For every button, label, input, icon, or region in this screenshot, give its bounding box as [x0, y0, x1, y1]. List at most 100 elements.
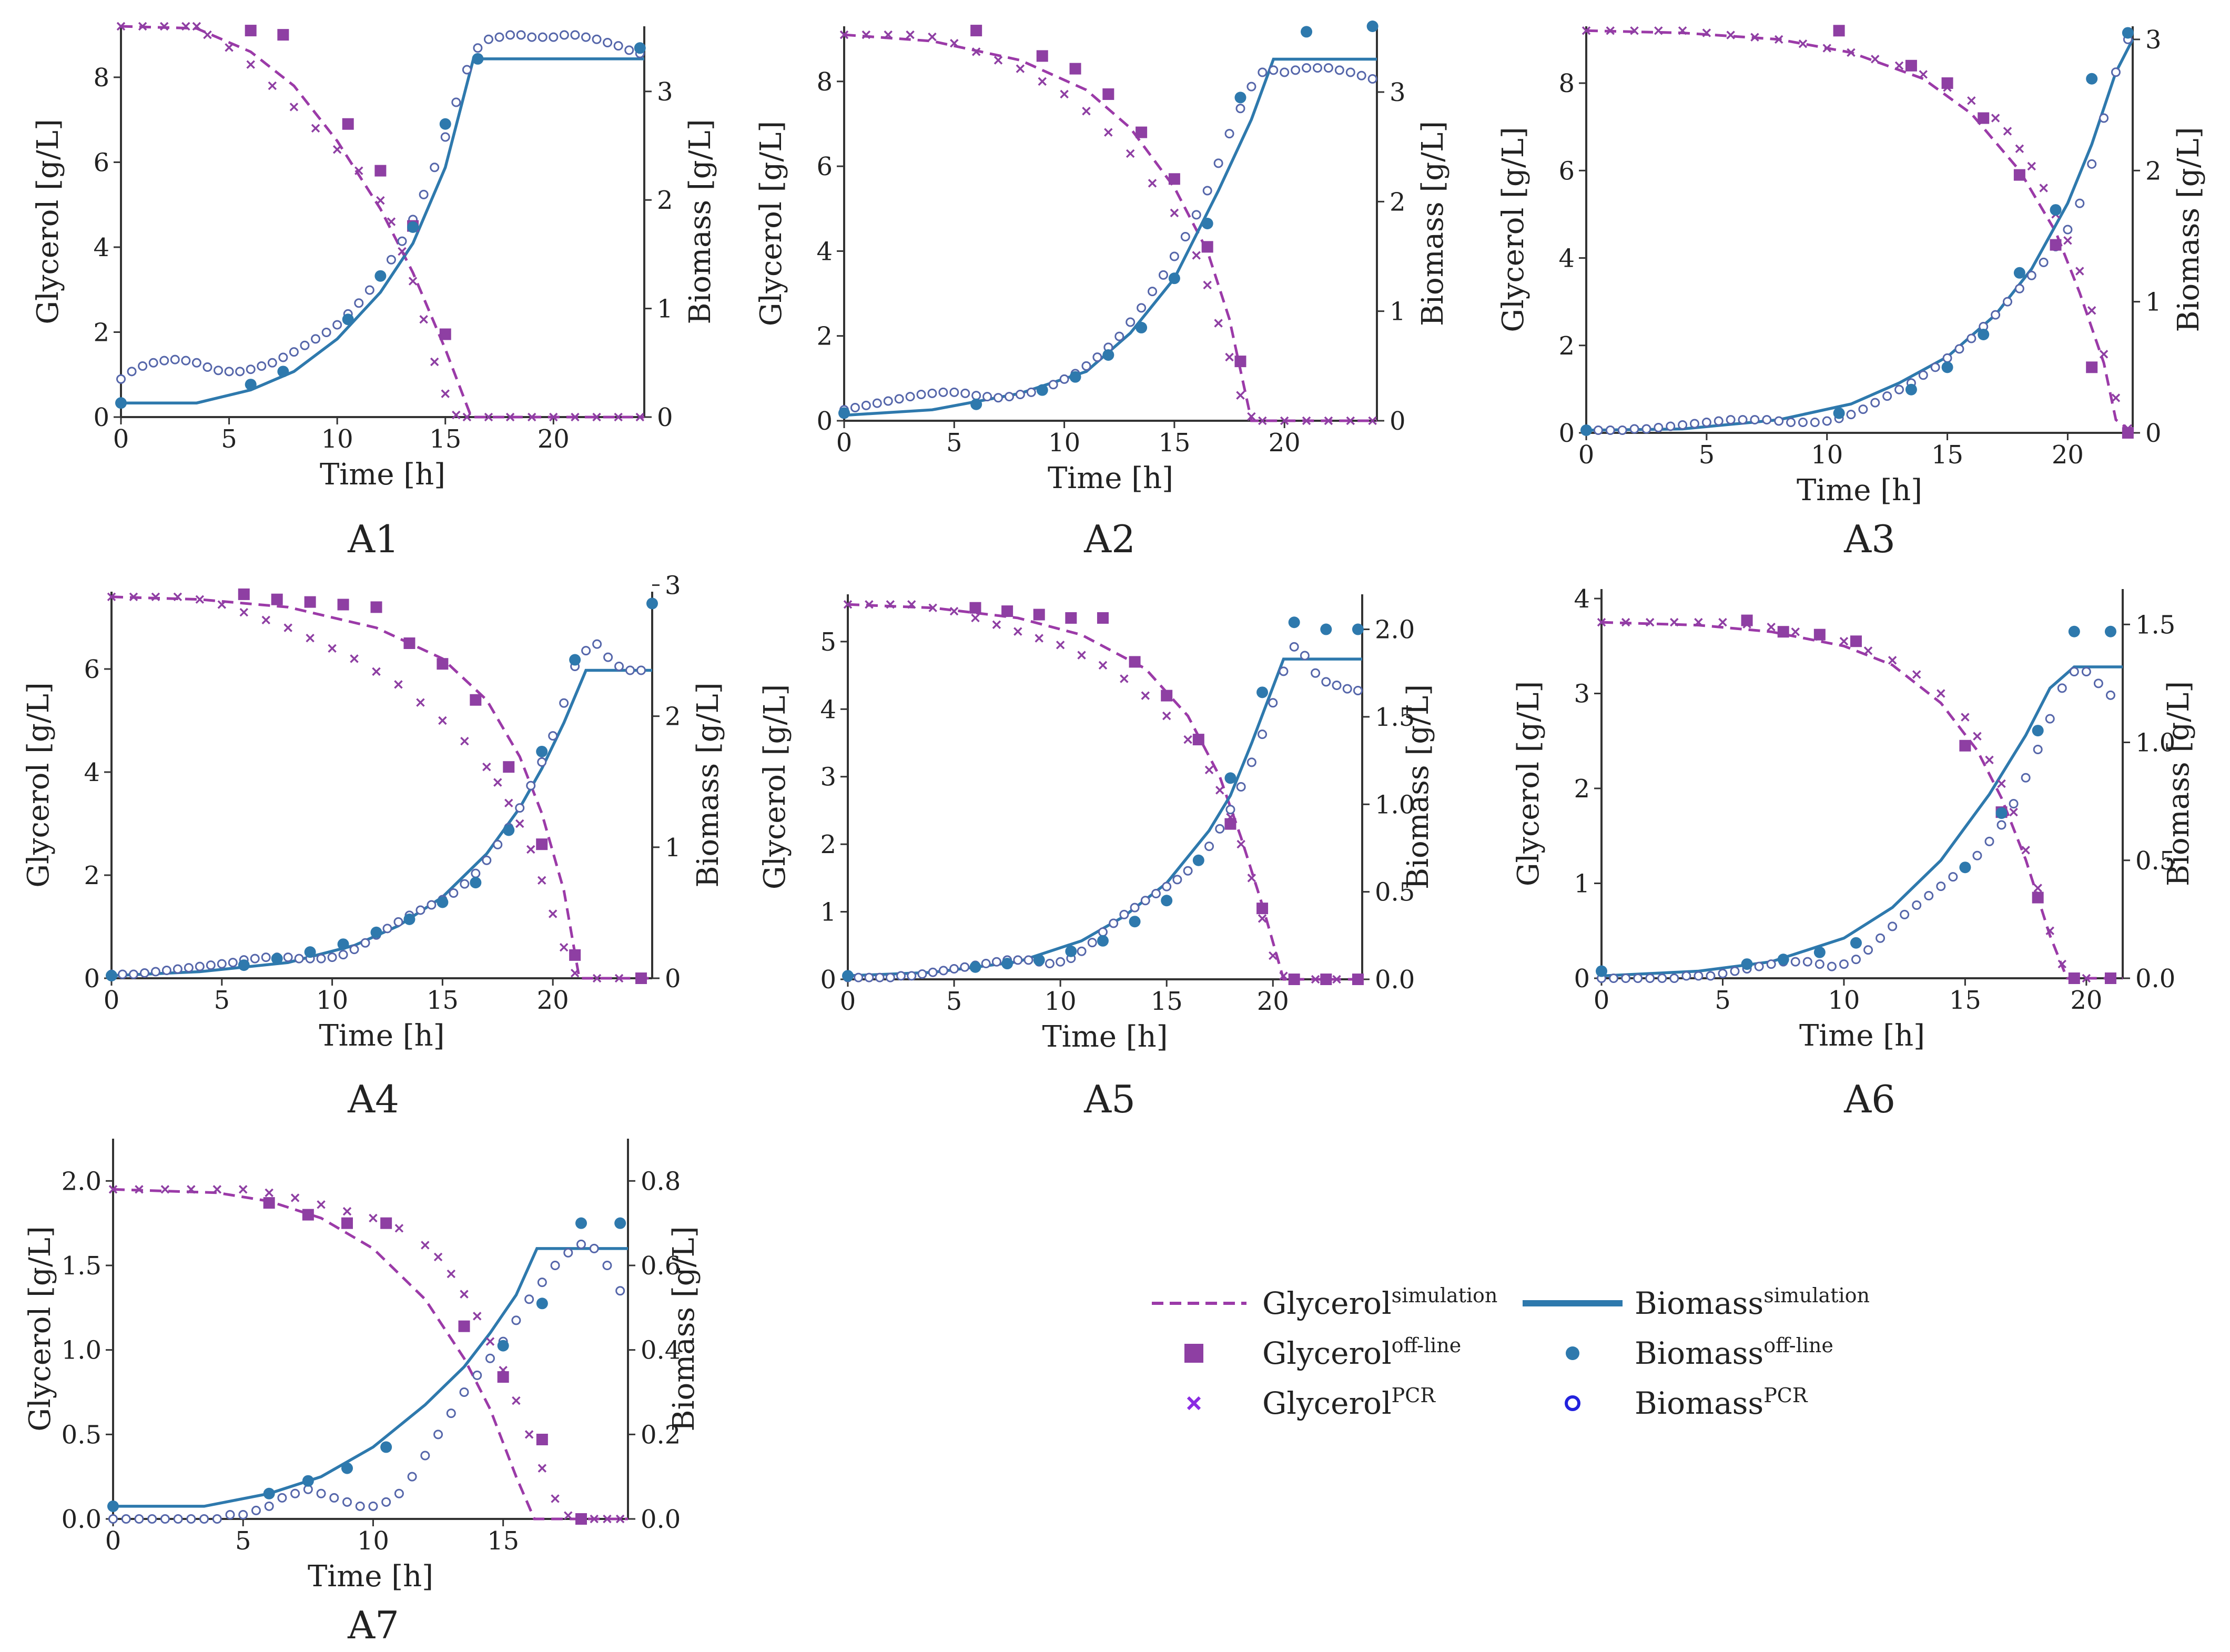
panel-title: A1 [347, 517, 399, 561]
glycerol-pcr-point [387, 217, 396, 226]
biomass-pcr-point [186, 1514, 196, 1524]
biomass-pcr-point [505, 30, 515, 40]
biomass-offline-point [1097, 935, 1109, 947]
glycerol-pcr-point [614, 412, 623, 422]
biomass-pcr-point [1311, 668, 1321, 678]
biomass-pcr-point [1798, 418, 1808, 428]
glycerol-pcr-point [159, 22, 169, 31]
biomass-pcr-point [2039, 257, 2049, 267]
y2-tick-label: 1 [657, 295, 673, 324]
y-tick-label: 3 [1574, 680, 1590, 709]
glycerol-pcr-point [350, 654, 359, 663]
biomass-pcr-point [894, 394, 904, 404]
y2-tick-label: 3 [1390, 78, 1406, 107]
biomass-pcr-point [316, 954, 326, 964]
biomass-pcr-point [1114, 331, 1124, 341]
biomass-pcr-point [1936, 881, 1946, 891]
x-tick-label: 0 [1578, 440, 1595, 470]
biomass-pcr-point [1158, 270, 1168, 280]
glycerol-pcr-point [1718, 617, 1727, 627]
biomass-pcr-point [1851, 955, 1861, 965]
biomass-offline-point [245, 379, 257, 391]
biomass-pcr-point [991, 957, 1001, 967]
glycerol-offline-point [238, 588, 250, 600]
legend-item-glycerol-sim: Glycerolsimulation [1152, 1284, 1497, 1321]
glycerol-pcr-point [906, 30, 915, 39]
glycerol-offline-point [2050, 239, 2062, 251]
biomass-pcr-point [195, 961, 205, 971]
biomass-pcr-point [1130, 903, 1140, 913]
biomass-pcr-point [927, 388, 937, 398]
glycerol-pcr-point [1214, 319, 1223, 328]
biomass-pcr-point [128, 969, 138, 979]
y-tick-label: 1.0 [62, 1336, 102, 1365]
biomass-offline-point [1959, 862, 1971, 874]
glycerol-pcr-point [559, 942, 569, 952]
y2-tick-label: 1 [1390, 297, 1406, 327]
biomass-pcr-point [592, 639, 602, 649]
biomass-pcr-point [1246, 757, 1256, 767]
glycerol-pcr-point [1937, 689, 1945, 698]
biomass-pcr-point [181, 356, 191, 366]
biomass-pcr-point [563, 1248, 573, 1258]
legend-label-base: Biomass [1635, 1385, 1763, 1421]
biomass-offline-point [437, 896, 449, 908]
biomass-simulation-line [121, 57, 644, 404]
biomass-pcr-point [511, 1315, 521, 1325]
panel-title: A5 [1083, 1077, 1136, 1121]
biomass-pcr-point [1645, 974, 1655, 983]
glycerol-pcr-point [398, 247, 407, 256]
glycerol-pcr-point [261, 615, 270, 625]
glycerol-offline-point [1161, 690, 1173, 702]
glycerol-pcr-point [971, 613, 980, 623]
glycerol-pcr-point [328, 644, 337, 653]
biomass-pcr-point [875, 972, 885, 982]
biomass-pcr-point [150, 967, 160, 977]
x-tick-label: 15 [487, 1526, 519, 1556]
x-axis-title: Time [h] [1799, 1019, 1925, 1053]
glycerol-offline-point [1777, 626, 1789, 638]
y2-axis-title: Biomass [g/L] [1416, 121, 1450, 326]
legend-label: GlycerolPCR [1262, 1384, 1436, 1421]
y-tick-label: 5 [820, 627, 836, 657]
glycerol-pcr-point [462, 412, 472, 422]
biomass-pcr-point [1077, 946, 1087, 956]
x-tick-label: 5 [221, 424, 237, 454]
glycerol-pcr-point [614, 974, 624, 983]
biomass-pcr-point [360, 938, 370, 948]
biomass-offline-point [107, 1500, 119, 1512]
biomass-offline-point [497, 1340, 509, 1352]
biomass-pcr-point [1137, 303, 1147, 313]
biomass-pcr-point [349, 945, 359, 955]
biomass-pcr-point [394, 1488, 404, 1498]
biomass-pcr-point [250, 954, 260, 964]
glycerol-pcr-point [311, 124, 320, 133]
biomass-pcr-point [624, 45, 634, 55]
biomass-pcr-point [1056, 957, 1066, 967]
biomass-pcr-point [1213, 158, 1223, 168]
y2-tick-label: 0 [1390, 407, 1406, 436]
x-tick-label: 0 [836, 428, 853, 458]
biomass-pcr-point [1023, 955, 1033, 965]
glycerol-simulation-line [113, 1188, 628, 1521]
biomass-offline-point [569, 654, 581, 666]
biomass-pcr-point [127, 367, 137, 377]
x-tick-label: 5 [1715, 986, 1731, 1015]
glycerol-pcr-point [526, 845, 535, 854]
glycerol-pcr-point [1060, 89, 1069, 99]
glycerol-offline-point [970, 25, 982, 37]
y2-tick-label: 0 [657, 403, 673, 432]
biomass-pcr-point [1204, 842, 1214, 852]
biomass-offline-point [1813, 946, 1826, 958]
glycerol-pcr-point [246, 60, 255, 69]
glycerol-pcr-point [1912, 670, 1921, 679]
biomass-pcr-point [526, 781, 536, 790]
biomass-pcr-point [1621, 974, 1631, 983]
glycerol-pcr-point [1258, 914, 1267, 923]
glycerol-pcr-point [1973, 732, 1982, 741]
y2-tick-label: 3 [665, 571, 681, 601]
biomass-pcr-point [1202, 186, 1212, 196]
biomass-pcr-point [1172, 875, 1182, 885]
biomass-pcr-point [861, 400, 871, 410]
